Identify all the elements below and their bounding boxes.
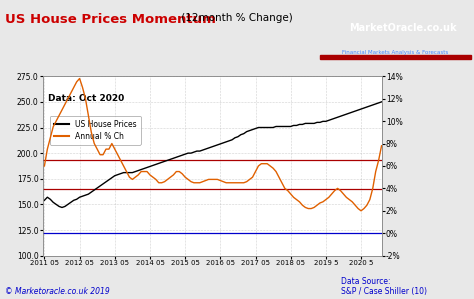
Legend: US House Prices, Annual % Ch: US House Prices, Annual % Ch: [50, 116, 140, 145]
Text: (12month % Change): (12month % Change): [178, 13, 292, 23]
Text: Data: Oct 2020: Data: Oct 2020: [48, 94, 124, 103]
Bar: [320, 55, 471, 59]
Text: US House Prices Momentum: US House Prices Momentum: [5, 13, 216, 26]
Text: © Marketoracle.co.uk 2019: © Marketoracle.co.uk 2019: [5, 287, 109, 296]
Text: MarketOracle.co.uk: MarketOracle.co.uk: [349, 23, 456, 33]
Text: Financial Markets Analysis & Forecasts: Financial Markets Analysis & Forecasts: [342, 50, 448, 55]
Text: Data Source:
S&P / Case Shiller (10): Data Source: S&P / Case Shiller (10): [341, 277, 427, 296]
